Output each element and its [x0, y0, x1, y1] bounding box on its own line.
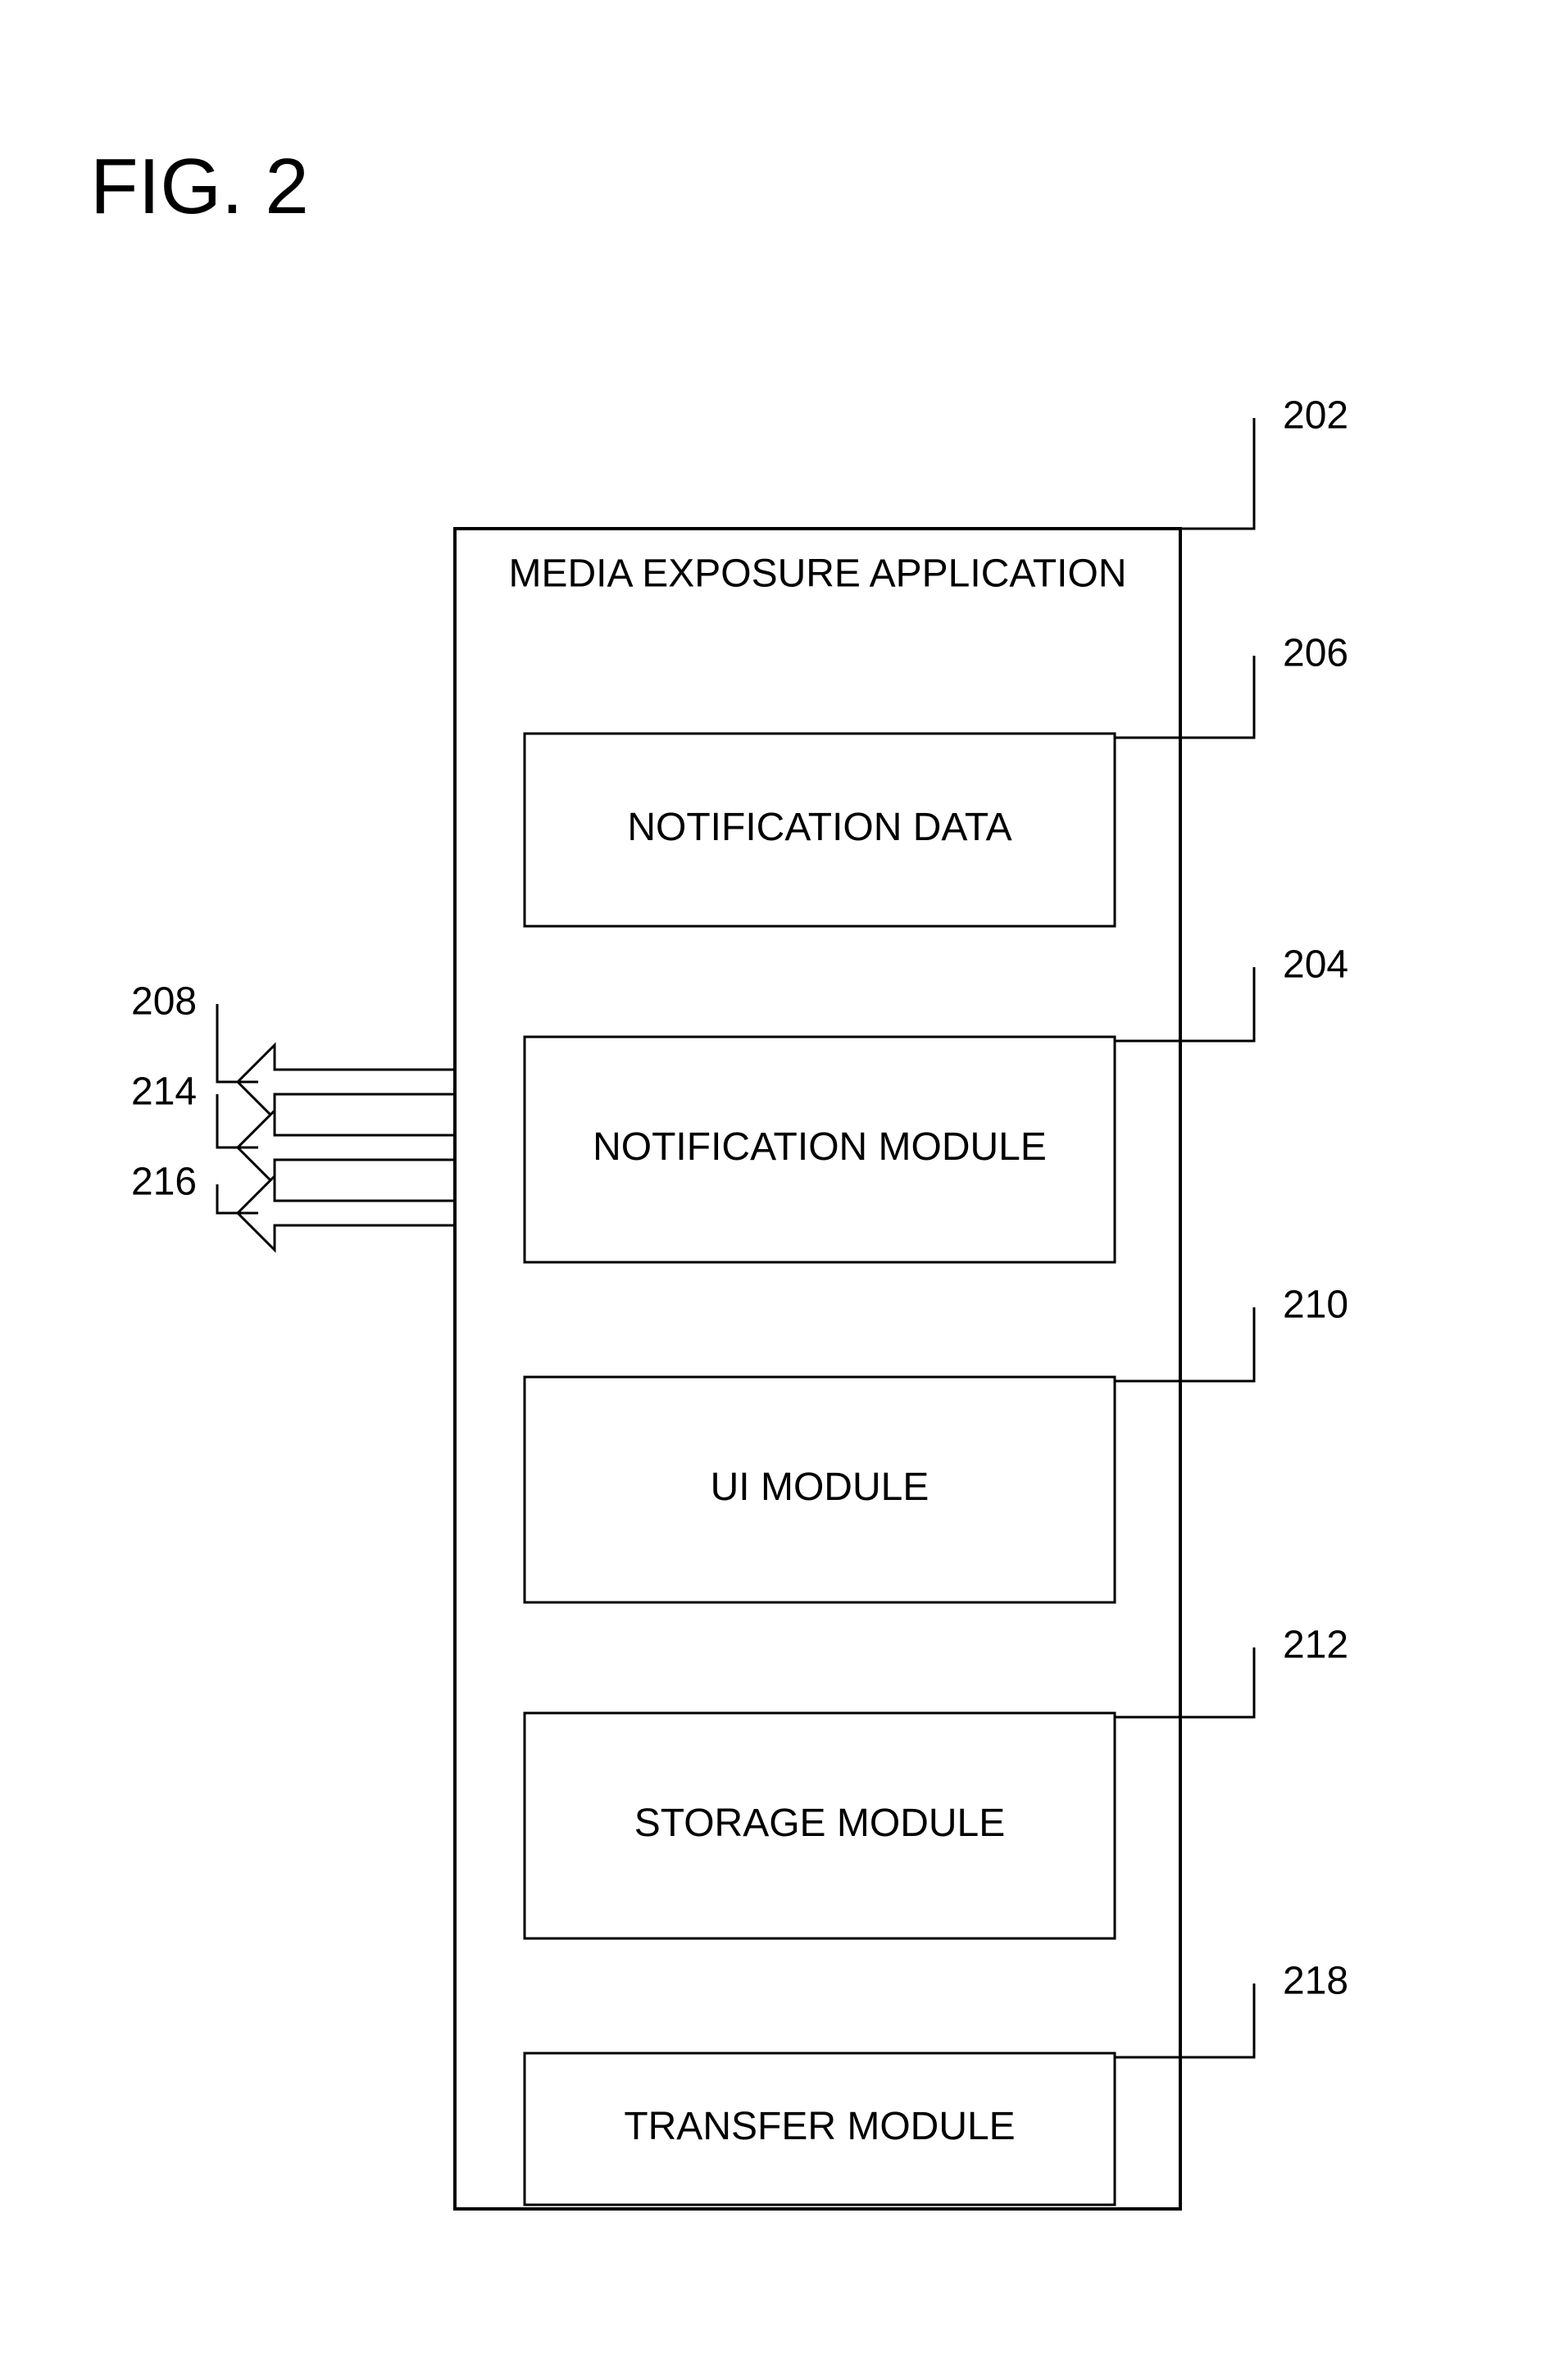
ref-208: 208 [131, 980, 197, 1024]
ref-212: 212 [1283, 1624, 1348, 1667]
outer-box-title: MEDIA EXPOSURE APPLICATION [509, 552, 1127, 596]
ref-218: 218 [1283, 1960, 1348, 2003]
ref-204: 204 [1283, 943, 1348, 987]
box-label-transfer-module: TRANSFER MODULE [624, 2105, 1015, 2148]
ref-206: 206 [1283, 632, 1348, 675]
box-label-notification-data: NOTIFICATION DATA [627, 806, 1011, 849]
figure-title: FIG. 2 [90, 143, 309, 230]
box-label-ui-module: UI MODULE [711, 1466, 929, 1509]
leader-202 [1115, 418, 1254, 529]
ref-210: 210 [1283, 1284, 1348, 1327]
ref-216: 216 [131, 1161, 197, 1204]
ref-202: 202 [1283, 394, 1348, 438]
box-label-storage-module: STORAGE MODULE [634, 1802, 1006, 1845]
ref-214: 214 [131, 1070, 197, 1114]
box-label-notification-module: NOTIFICATION MODULE [593, 1125, 1047, 1169]
